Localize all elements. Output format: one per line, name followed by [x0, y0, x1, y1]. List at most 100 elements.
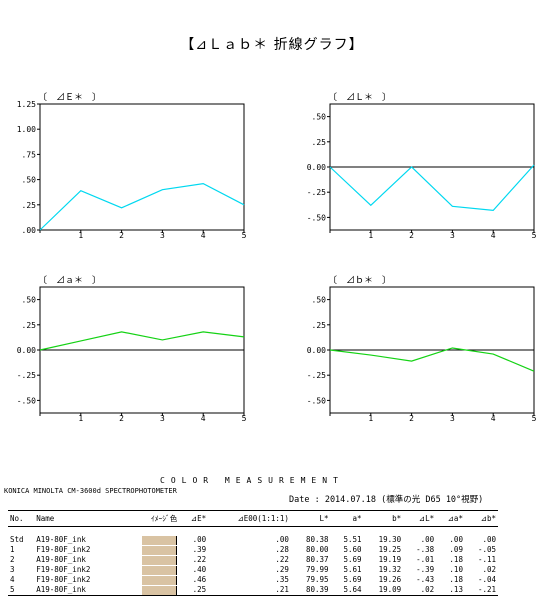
- row-dl: .00: [420, 535, 435, 544]
- row-de: .40: [192, 565, 207, 574]
- x-tick-label: 5: [242, 231, 247, 240]
- x-tick-label: 4: [201, 414, 206, 423]
- header-image-color: ｲﾒｰｼﾞ色: [121, 510, 180, 527]
- image-color-swatch: [142, 555, 178, 565]
- header-b: b*: [363, 510, 404, 527]
- y-tick-label: .00: [22, 226, 37, 235]
- x-tick-label: 1: [78, 231, 83, 240]
- y-tick-label: .75: [22, 150, 37, 159]
- chart-title: 〔 ⊿ａ＊ 〕: [38, 275, 101, 286]
- x-tick-label: 2: [119, 414, 124, 423]
- series-line: [39, 183, 245, 231]
- table-row: Std A19-80F_ink .00 .00 80.38 5.51 19.30 .00 .00…: [8, 527, 498, 546]
- y-tick-label: .25: [312, 138, 327, 147]
- chart-title: 〔 ⊿Ｌ＊ 〕: [328, 92, 391, 103]
- row-db: -.04: [477, 575, 496, 584]
- row-da: .13: [436, 585, 465, 596]
- x-tick-label: 5: [532, 414, 537, 423]
- x-tick-label: 5: [532, 231, 537, 240]
- series-line: [329, 347, 535, 372]
- row-da: .09: [449, 545, 463, 554]
- header-db: ⊿b*: [464, 510, 498, 527]
- y-tick-label: .50: [312, 296, 327, 305]
- header-de: ⊿E*: [179, 510, 209, 527]
- row-no: 4: [10, 575, 15, 584]
- row-a: 5.69: [343, 555, 362, 564]
- row-name: A19-80F_ink: [36, 535, 86, 544]
- y-tick-label: .50: [312, 113, 327, 122]
- x-tick-label: 1: [78, 414, 83, 423]
- row-da: .18: [449, 555, 463, 564]
- row-a: 5.69: [343, 575, 362, 584]
- row-de: .46: [192, 575, 207, 584]
- row-l: 80.37: [306, 555, 329, 564]
- x-tick-label: 2: [409, 414, 414, 423]
- row-de00: .22: [275, 555, 289, 564]
- delta-l-chart: 〔 ⊿Ｌ＊ 〕 -.50 -.25 0.00 .25 .50 1 2 3 4 5: [307, 92, 537, 240]
- y-tick-label: 0.00: [307, 163, 326, 172]
- image-color-swatch: [142, 545, 178, 555]
- row-no: 5: [8, 585, 35, 596]
- table-row: 3 F19-80F_ink2 .40 .29 79.99 5.61 19.32 -.39 .10…: [8, 565, 498, 575]
- row-name: A19-80F_ink: [34, 585, 122, 596]
- y-tick-label: -.25: [17, 371, 36, 380]
- x-tick-label: 4: [201, 231, 206, 240]
- y-tick-label: .50: [22, 296, 37, 305]
- row-de: .00: [192, 535, 207, 544]
- row-swatch: [121, 555, 179, 565]
- row-dl: -.38: [416, 545, 435, 554]
- y-tick-label: .25: [22, 201, 37, 210]
- chart-title: 〔 ⊿Ｅ＊ 〕: [38, 92, 101, 103]
- row-swatch: [121, 585, 180, 596]
- image-color-swatch: [142, 535, 178, 545]
- row-de00: .21: [208, 585, 291, 596]
- row-name: F19-80F_ink2: [36, 575, 91, 584]
- image-color-swatch: [142, 575, 178, 585]
- row-no: Std: [10, 535, 24, 544]
- y-tick-label: .50: [22, 176, 37, 185]
- delta-b-chart: 〔 ⊿ｂ＊ 〕 -.50 -.25 0.00 .25 .50 1 2 3 4 5: [307, 275, 537, 423]
- header-l: L*: [290, 510, 331, 527]
- plot-frame: [39, 103, 245, 231]
- x-tick-label: 3: [160, 231, 165, 240]
- row-da: .18: [449, 575, 463, 584]
- row-l: 80.38: [306, 535, 329, 544]
- image-color-swatch: [142, 585, 178, 595]
- y-tick-label: .25: [22, 321, 37, 330]
- measurement-table: No. Name ｲﾒｰｼﾞ色 ⊿E* ⊿E00(1:1:1) L* a* b*…: [8, 510, 498, 596]
- row-da: .10: [449, 565, 463, 574]
- row-name: F19-80F_ink2: [36, 545, 91, 554]
- row-dl: -.01: [416, 555, 435, 564]
- y-tick-label: 0.00: [307, 346, 326, 355]
- row-name: A19-80F_ink: [36, 555, 86, 564]
- row-dl: .02: [403, 585, 437, 596]
- x-tick-label: 4: [491, 231, 496, 240]
- row-a: 5.61: [343, 565, 362, 574]
- header-da: ⊿a*: [436, 510, 465, 527]
- x-tick-label: 2: [119, 231, 124, 240]
- row-b: 19.09: [363, 585, 404, 596]
- row-dl: -.43: [416, 575, 435, 584]
- color-measurement-title: COLOR MEASUREMENT: [160, 476, 344, 485]
- header-de00: ⊿E00(1:1:1): [208, 510, 291, 527]
- row-a: 5.51: [343, 535, 362, 544]
- x-tick-label: 3: [450, 414, 455, 423]
- table-row: 2 A19-80F_ink .22 .22 80.37 5.69 19.19 -.01 .18 -…: [8, 555, 498, 565]
- row-l: 79.99: [306, 565, 329, 574]
- y-tick-label: 1.00: [17, 125, 36, 134]
- series-line: [39, 331, 245, 351]
- row-de00: .35: [275, 575, 289, 584]
- x-tick-label: 3: [450, 231, 455, 240]
- delta-a-chart: 〔 ⊿ａ＊ 〕 -.50 -.25 0.00 .25 .50 1 2 3 4 5: [17, 275, 247, 423]
- x-tick-label: 2: [409, 231, 414, 240]
- row-b: 19.30: [378, 535, 402, 544]
- y-tick-label: -.50: [17, 396, 36, 405]
- header-dl: ⊿L*: [403, 510, 437, 527]
- header-a: a*: [330, 510, 364, 527]
- row-de00: .28: [275, 545, 289, 554]
- x-tick-label: 1: [368, 231, 373, 240]
- header-name: Name: [34, 510, 122, 527]
- row-swatch: [121, 575, 179, 585]
- table-row: 4 F19-80F_ink2 .46 .35 79.95 5.69 19.26 -.43 .18…: [8, 575, 498, 585]
- row-l: 79.95: [306, 575, 329, 584]
